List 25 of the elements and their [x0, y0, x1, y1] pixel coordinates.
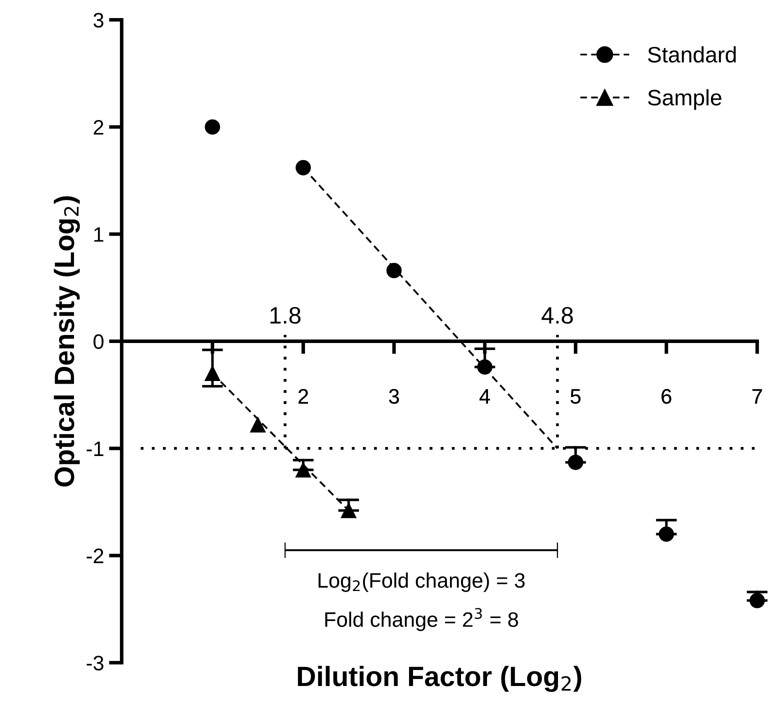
x-tick-label: 6 [662, 389, 672, 404]
point [386, 262, 402, 278]
y-axis-title: Optical Density (Log$_{2}$) [54, 196, 80, 487]
y-tick-label: -3 [86, 656, 104, 670]
annotation: Fold change = 2$^{3}$ = 8 [325, 608, 518, 632]
ref-line-label: 4.8 [542, 307, 573, 324]
y-tick-label: -2 [86, 548, 104, 564]
point [296, 160, 311, 176]
x-tick-label: 2 [298, 389, 308, 404]
legend-label: Standard [648, 46, 736, 63]
point [250, 417, 266, 432]
y-tick-label: 0 [94, 334, 104, 350]
annotation: Log$_{2}$(Fold change) = 3 [318, 572, 525, 592]
x-tick-label: 4 [480, 389, 490, 404]
legend-label: Sample [648, 89, 722, 110]
x-tick-label: 7 [752, 389, 762, 404]
y-tick-label: 2 [94, 120, 104, 135]
point [204, 119, 220, 135]
y-tick-label: -1 [86, 442, 104, 456]
x-axis-title: Dilution Factor (Log$_{2}$) [298, 666, 582, 692]
y-tick-label: 1 [94, 227, 104, 242]
x-tick-label: 5 [570, 389, 581, 404]
y-tick-label: 3 [94, 12, 104, 28]
ref-line-label: 1.8 [270, 307, 300, 324]
x-tick-label: 3 [389, 389, 399, 404]
